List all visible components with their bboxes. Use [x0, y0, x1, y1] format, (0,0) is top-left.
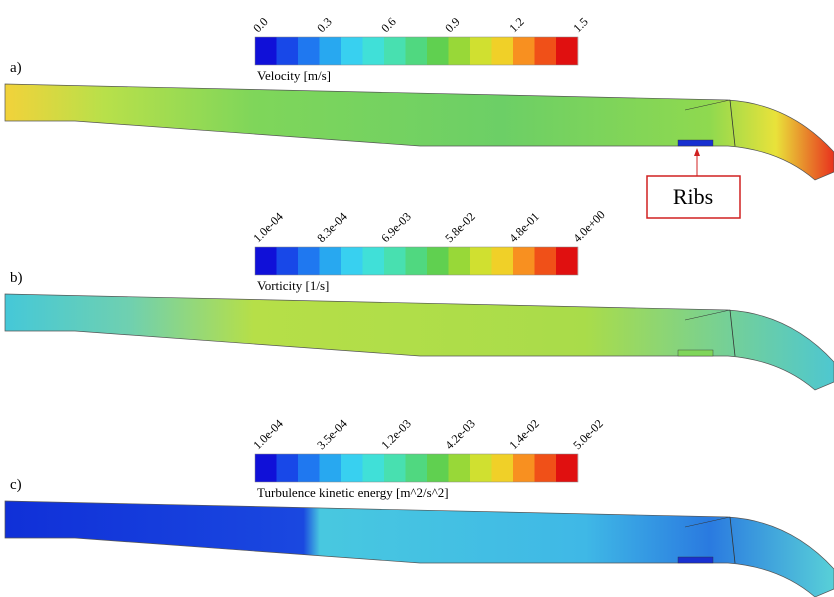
colorbar-swatch [449, 247, 471, 275]
colorbar-swatch [320, 247, 342, 275]
colorbar-swatch [535, 454, 557, 482]
colorbar-swatch [406, 37, 428, 65]
colorbar-tick-label: 0.0 [250, 15, 271, 36]
colorbar-swatch [298, 247, 320, 275]
colorbar-swatch [427, 247, 449, 275]
colorbar-swatch [535, 37, 557, 65]
colorbar-swatch [427, 37, 449, 65]
annotation-text: Ribs [673, 184, 713, 209]
colorbar-swatch [449, 454, 471, 482]
colorbar-swatch [255, 247, 277, 275]
colorbar-tick-label: 3.5e-04 [314, 417, 350, 453]
colorbar-tick-label: 8.3e-04 [314, 210, 350, 246]
panel-label: a) [10, 60, 22, 76]
colorbar-swatch [384, 37, 406, 65]
colorbar-swatch [406, 247, 428, 275]
arrow-head [694, 148, 700, 156]
colorbar-tick-label: 0.3 [314, 15, 335, 36]
colorbar-swatch [535, 247, 557, 275]
colorbar-swatch [556, 454, 578, 482]
colorbar-tick-label: 5.8e-02 [442, 210, 478, 246]
colorbar-swatch [341, 247, 363, 275]
colorbar-swatch [363, 247, 385, 275]
colorbar-swatch [492, 37, 514, 65]
panel-label: b) [10, 270, 23, 286]
colorbar-swatch [492, 247, 514, 275]
channel-contour [5, 294, 834, 390]
ribs-annotation: Ribs [647, 148, 740, 218]
colorbar-tick-label: 4.2e-03 [442, 417, 478, 453]
colorbar-swatch [277, 247, 299, 275]
panel: 1.0e-04 8.3e-04 6.9e-03 5.8e-02 4.8e-01 4.0e+… [5, 208, 834, 390]
colorbar-swatch [449, 37, 471, 65]
colorbar-tick-label: 1.2 [506, 15, 527, 36]
colorbar-swatch [384, 454, 406, 482]
colorbar-swatch [277, 37, 299, 65]
panel-label: c) [10, 477, 22, 493]
colorbar-title: Velocity [m/s] [257, 68, 331, 83]
colorbar-title: Vorticity [1/s] [257, 278, 329, 293]
ribs [678, 557, 713, 563]
colorbar-tick-label: 0.9 [442, 15, 463, 36]
colorbar-swatch [470, 454, 492, 482]
colorbar-title: Turbulence kinetic energy [m^2/s^2] [257, 485, 449, 500]
colorbar-swatch [277, 454, 299, 482]
colorbar-swatch [320, 454, 342, 482]
colorbar-tick-label: 1.2e-03 [378, 417, 414, 453]
colorbar-tick-label: 4.0e+00 [570, 208, 608, 246]
colorbar-swatch [363, 37, 385, 65]
colorbar-swatch [513, 454, 535, 482]
colorbar-swatch [427, 454, 449, 482]
colorbar-swatch [363, 454, 385, 482]
colorbar-swatch [384, 247, 406, 275]
colorbar-swatch [320, 37, 342, 65]
colorbar-swatch [298, 37, 320, 65]
ribs [678, 140, 713, 146]
colorbar-swatch [406, 454, 428, 482]
colorbar-tick-label: 1.0e-04 [250, 417, 286, 453]
colorbar-tick-label: 1.5 [570, 15, 591, 36]
colorbar-swatch [556, 247, 578, 275]
ribs [678, 350, 713, 356]
colorbar-swatch [470, 37, 492, 65]
colorbar-swatch [341, 37, 363, 65]
colorbar-tick-label: 1.4e-02 [506, 417, 542, 453]
colorbar-tick-label: 1.0e-04 [250, 210, 286, 246]
colorbar-tick-label: 6.9e-03 [378, 210, 414, 246]
colorbar-swatch [513, 247, 535, 275]
figure: 0.0 0.3 0.6 0.9 1.2 1.5 Velocity [m/s] a) 1.0e-0… [0, 0, 834, 597]
channel-contour [5, 84, 834, 180]
colorbar-swatch [470, 247, 492, 275]
colorbar-swatch [255, 454, 277, 482]
colorbar-tick-label: 0.6 [378, 15, 399, 36]
panel: 1.0e-04 3.5e-04 1.2e-03 4.2e-03 1.4e-02 5.0e-… [5, 417, 834, 597]
colorbar-swatch [255, 37, 277, 65]
colorbar-tick-label: 5.0e-02 [570, 417, 606, 453]
colorbar-swatch [513, 37, 535, 65]
colorbar-swatch [341, 454, 363, 482]
colorbar-tick-label: 4.8e-01 [506, 210, 542, 246]
channel-contour [5, 501, 834, 597]
colorbar-swatch [492, 454, 514, 482]
colorbar-swatch [298, 454, 320, 482]
colorbar-swatch [556, 37, 578, 65]
panel: 0.0 0.3 0.6 0.9 1.2 1.5 Velocity [m/s] a) [5, 15, 834, 180]
